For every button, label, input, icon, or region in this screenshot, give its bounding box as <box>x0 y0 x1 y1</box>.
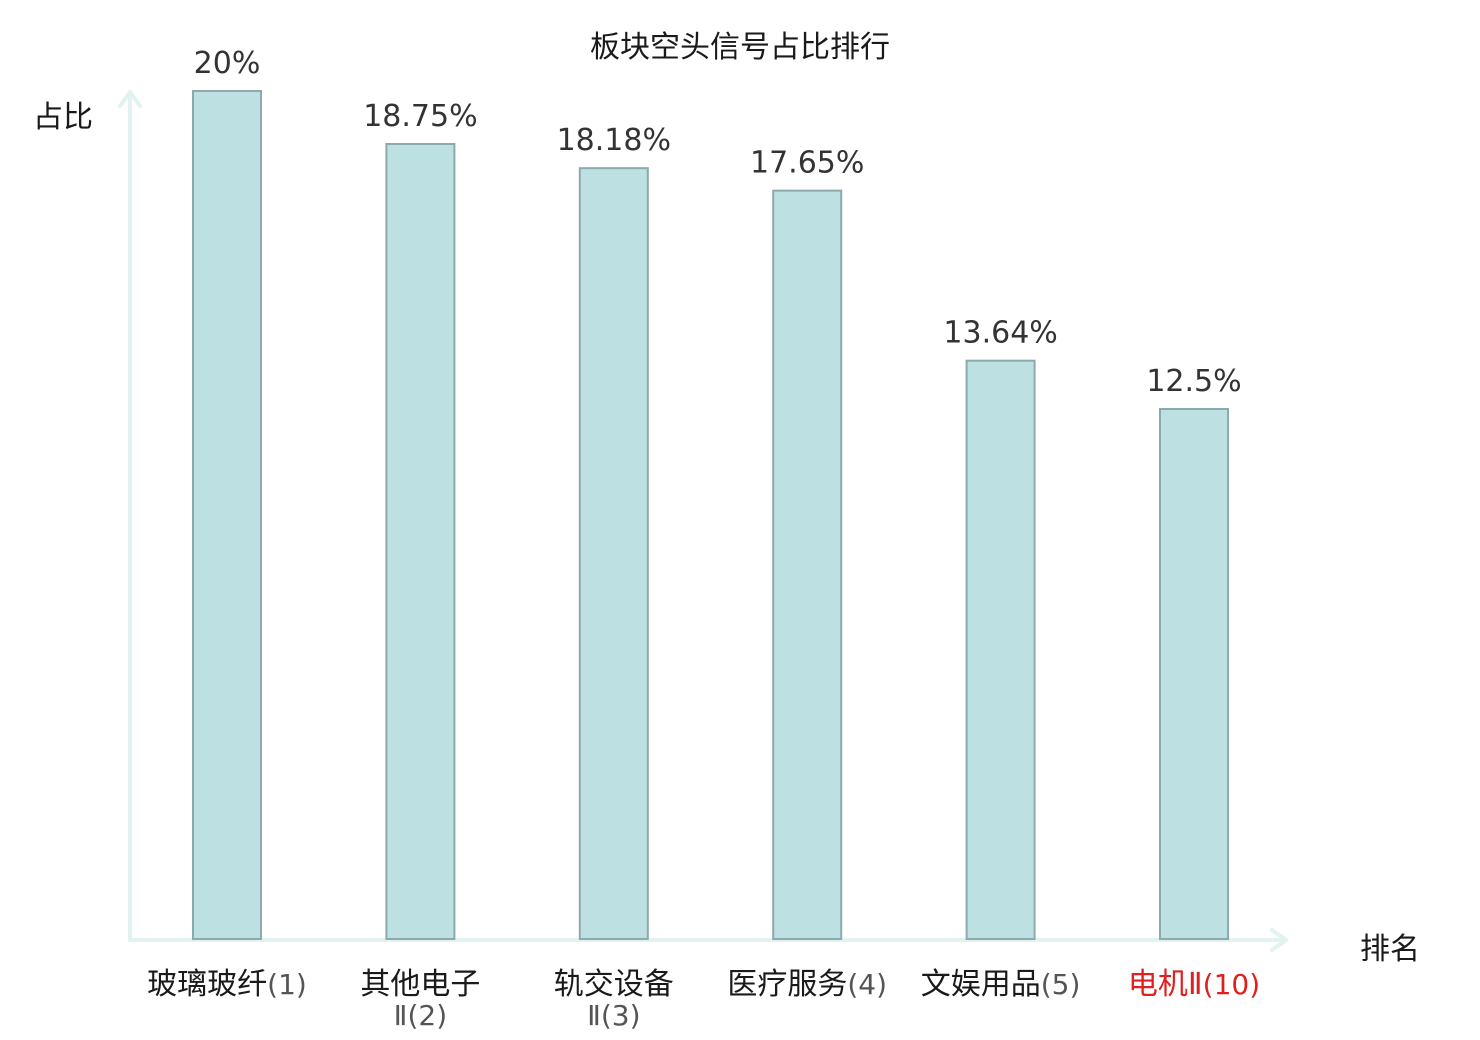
data-label: 18.18% <box>557 123 671 158</box>
bars <box>192 90 1229 940</box>
axes <box>118 90 1288 952</box>
x-axis-label: 排名 <box>1360 932 1420 967</box>
y-axis-label: 占比 <box>33 100 93 135</box>
x-axis-arrow <box>1270 928 1288 952</box>
y-axis-arrow <box>118 90 142 108</box>
data-label: 12.5% <box>1146 364 1241 399</box>
x-tick-label: 文娱用品(5) <box>921 967 1081 1002</box>
bar <box>192 90 262 940</box>
data-label: 13.64% <box>943 316 1057 351</box>
x-tick-label: Ⅱ(3) <box>587 999 640 1032</box>
value-labels: 20% 18.75% 18.18% 17.65% 13.64% 12.5% <box>194 46 1242 399</box>
x-tick-label: 电机Ⅱ(10) <box>1128 967 1260 1002</box>
bar <box>1159 408 1229 940</box>
data-label: 20% <box>194 46 261 81</box>
x-tick-label: Ⅱ(2) <box>394 999 447 1032</box>
bar <box>578 167 649 940</box>
x-tick-label: 玻璃玻纤(1) <box>147 967 307 1002</box>
x-tick-label: 轨交设备 <box>554 967 674 1002</box>
data-label: 17.65% <box>750 146 864 181</box>
bar <box>965 359 1036 940</box>
x-tick-label: 其他电子 <box>360 967 480 1002</box>
x-tick-label: 医疗服务(4) <box>727 967 887 1002</box>
chart-title: 板块空头信号占比排行 <box>590 30 890 65</box>
bar <box>772 189 843 940</box>
bar <box>385 143 456 940</box>
data-label: 18.75% <box>363 99 477 134</box>
